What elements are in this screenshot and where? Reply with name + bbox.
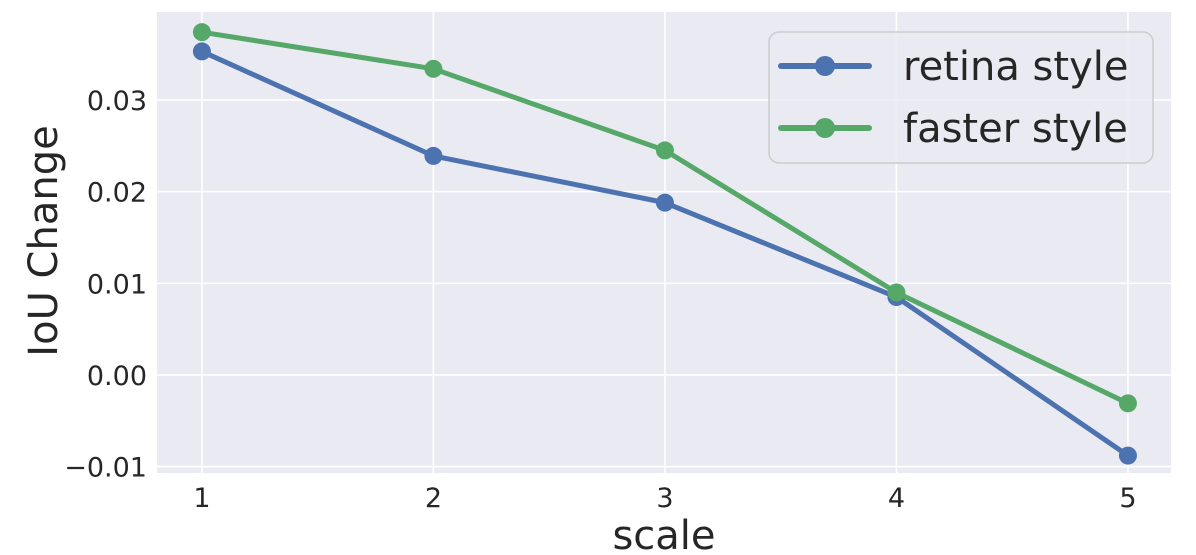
- data-point-marker: [887, 283, 906, 302]
- series-layer: [192, 23, 1137, 465]
- y-tick-label: 0.03: [87, 86, 147, 117]
- data-point-marker: [424, 146, 443, 165]
- x-tick-label: 2: [425, 483, 442, 514]
- legend-item-0: retina style: [778, 44, 1128, 90]
- data-point-marker: [424, 59, 443, 78]
- y-tick-label: 0.00: [87, 361, 147, 392]
- data-point-marker: [1118, 446, 1137, 465]
- x-axis-label: scale: [612, 513, 715, 555]
- y-tick-label: 0.02: [87, 178, 147, 209]
- data-point-marker: [1118, 394, 1137, 413]
- legend-sample-marker-1: [815, 118, 835, 138]
- y-tick-labels: −0.01 0.00 0.01 0.02 0.03: [64, 86, 147, 484]
- x-tick-label: 4: [888, 483, 905, 514]
- data-point-marker: [655, 193, 674, 212]
- legend-label-1: faster style: [903, 106, 1128, 152]
- data-point-marker: [655, 141, 674, 160]
- legend-sample-marker-0: [815, 56, 835, 76]
- y-tick-label: −0.01: [64, 453, 147, 484]
- x-tick-label: 1: [193, 483, 210, 514]
- x-tick-label: 5: [1119, 483, 1136, 514]
- y-tick-label: 0.01: [87, 269, 147, 300]
- legend-label-0: retina style: [903, 44, 1128, 90]
- data-point-marker: [192, 42, 211, 61]
- x-tick-labels: 1 2 3 4 5: [193, 483, 1136, 514]
- x-tick-label: 3: [656, 483, 673, 514]
- legend: retina style faster style: [768, 31, 1154, 164]
- legend-item-1: faster style: [778, 106, 1128, 152]
- data-point-marker: [192, 23, 211, 42]
- y-axis-label: IoU Change: [21, 125, 67, 356]
